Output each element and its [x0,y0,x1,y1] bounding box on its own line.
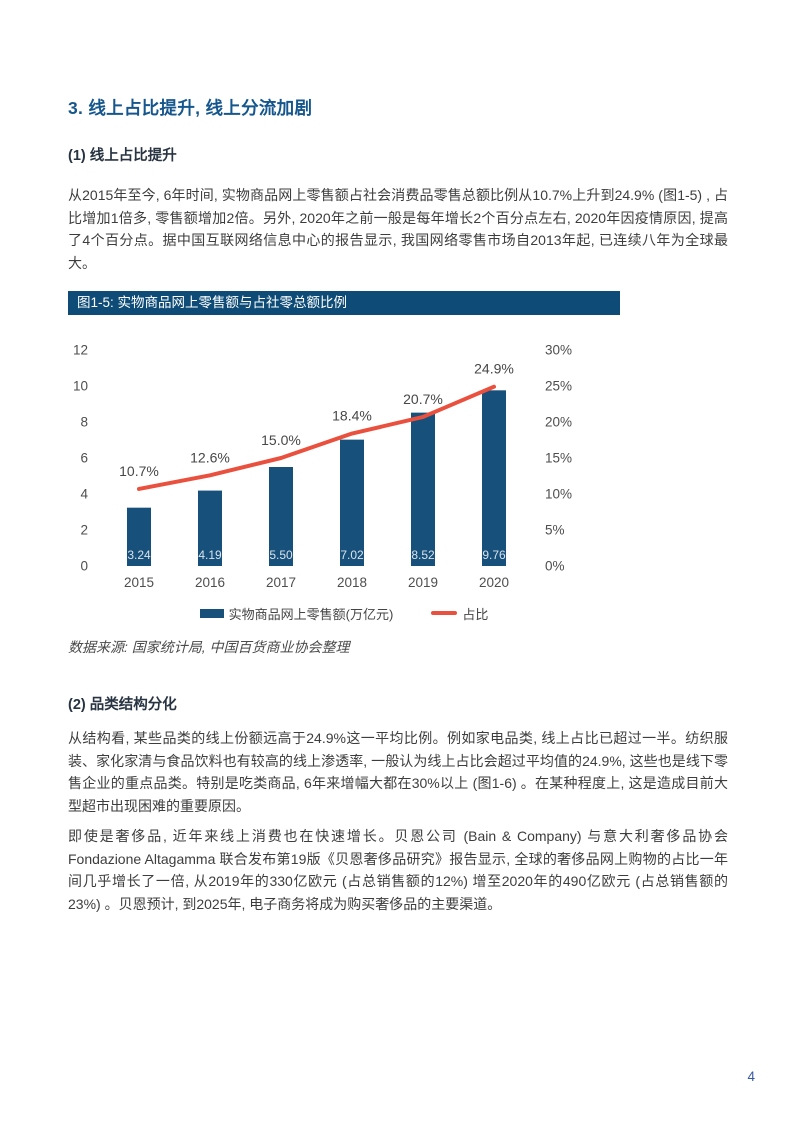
line-value-label: 10.7% [119,463,159,479]
line-value-label: 12.6% [190,449,230,465]
bar-value-label: 9.76 [482,548,506,562]
bar [198,490,222,566]
left-axis-tick: 2 [80,523,88,538]
left-axis-tick: 0 [80,559,88,574]
section-heading: 3. 线上占比提升, 线上分流加剧 [68,98,313,118]
x-axis-label: 2017 [266,575,296,590]
bar [340,439,364,566]
legend-item: 实物商品网上零售额(万亿元) [199,604,394,623]
bar [127,507,151,566]
subsection-2-paragraph-1: 从结构看, 某些品类的线上份额远高于24.9%这一平均比例。例如家电品类, 线上… [68,730,728,814]
left-axis-tick: 4 [80,487,88,502]
right-axis-tick: 30% [545,343,572,358]
legend-item: 占比 [431,604,488,623]
x-axis-label: 2015 [124,575,154,590]
page-number: 4 [747,1069,755,1084]
bar-value-label: 8.52 [411,548,435,562]
subsection-1-heading: (1) 线上占比提升 [68,148,177,164]
subsection-1-paragraph: 从2015年至今, 6年时间, 实物商品网上零售额占社会消费品零售总额比例从10… [68,187,728,271]
x-axis-label: 2016 [195,575,225,590]
left-axis-tick: 10 [73,379,88,394]
line-value-label: 18.4% [332,408,372,424]
combo-chart-svg: 0 2 4 6 8 10 12 0% 5% 10% 15% 20% 25% 30% 3.24 4.19 5.50… [73,343,572,591]
data-source-note: 数据来源: 国家统计局, 中国百货商业协会整理 [68,639,350,655]
bar [411,412,435,566]
x-axis-label: 2019 [408,575,438,590]
left-axis-tick: 6 [80,451,88,466]
legend-line-swatch [431,611,458,615]
legend-label: 占比 [462,606,489,622]
left-axis-tick: 12 [73,343,88,358]
bar [269,467,293,566]
right-axis-tick: 20% [545,415,572,430]
line-value-label: 15.0% [261,432,301,448]
line-value-label: 24.9% [474,361,514,377]
figure-title-bar: 图1-5: 实物商品网上零售额与占社零总额比例 [68,291,620,315]
subsection-2-heading: (2) 品类结构分化 [68,697,177,713]
subsection-2-paragraph-2: 即使是奢侈品, 近年来线上消费也在快速增长。贝恩公司 (Bain & Compa… [68,828,728,912]
bar-value-label: 5.50 [269,548,293,562]
line-value-label: 20.7% [403,391,443,407]
figure-1-5: 图1-5: 实物商品网上零售额与占社零总额比例 0 2 4 6 8 10 12 0% 5% 10%… [68,291,620,623]
right-axis-tick: 0% [545,559,565,574]
percentage-line [137,384,496,491]
right-axis-tick: 15% [545,451,572,466]
combo-chart: 0 2 4 6 8 10 12 0% 5% 10% 15% 20% 25% 30% 3.24 4.19 5.50… [68,315,620,597]
x-axis-label: 2018 [337,575,367,590]
legend-bar-swatch [199,608,224,618]
right-axis-tick: 10% [545,487,572,502]
left-axis-tick: 8 [80,415,88,430]
legend-label: 实物商品网上零售额(万亿元) [228,606,394,622]
bar-value-label: 7.02 [340,548,364,562]
x-axis-label: 2020 [479,575,509,590]
right-axis-tick: 25% [545,379,572,394]
right-axis-tick: 5% [545,523,565,538]
bar [482,390,506,566]
chart-legend: 实物商品网上零售额(万亿元) 占比 [68,604,620,623]
bar-value-label: 3.24 [127,548,151,562]
page-content: 3. 线上占比提升, 线上分流加剧 (1) 线上占比提升 从2015年至今, 6… [68,0,728,915]
bar-value-label: 4.19 [198,548,222,562]
